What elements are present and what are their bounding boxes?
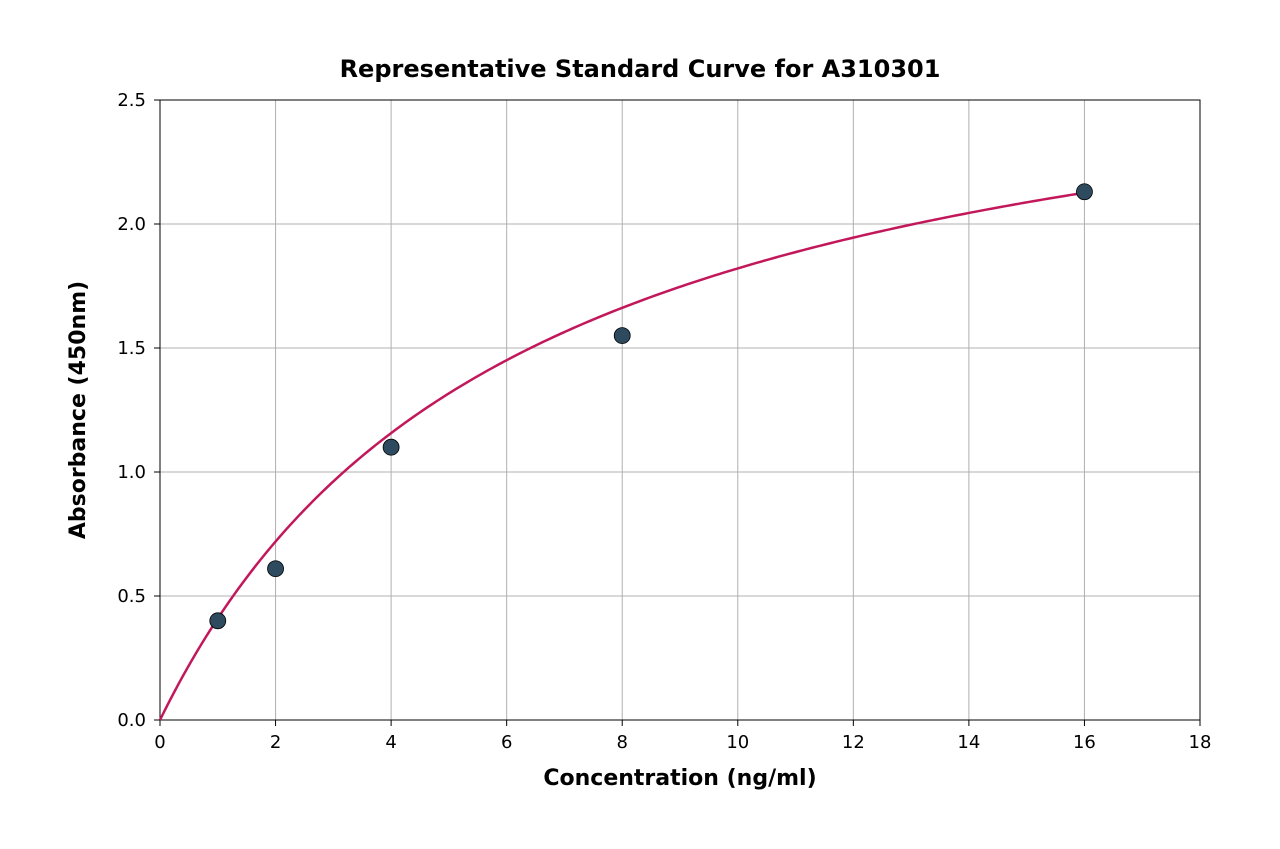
data-point (383, 439, 399, 455)
x-tick-label: 12 (842, 732, 865, 753)
data-point (210, 613, 226, 629)
x-tick-label: 6 (501, 732, 512, 753)
y-tick-label: 2.5 (117, 90, 146, 111)
x-tick-label: 2 (270, 732, 281, 753)
x-tick-label: 4 (385, 732, 396, 753)
y-tick-label: 1.0 (117, 462, 146, 483)
y-axis-label: Absorbance (450nm) (66, 281, 91, 539)
y-tick-label: 0.0 (117, 710, 146, 731)
y-tick-label: 0.5 (117, 586, 146, 607)
x-tick-label: 18 (1189, 732, 1212, 753)
x-tick-label: 14 (957, 732, 980, 753)
y-tick-label: 2.0 (117, 214, 146, 235)
x-tick-label: 16 (1073, 732, 1096, 753)
chart-svg: 0 2 4 6 8 10 12 14 16 18 0.0 0.5 1.0 1.5 2.0 2.5 Concent… (0, 0, 1280, 845)
chart-container: Representative Standard Curve for A31030… (0, 0, 1280, 845)
data-point (268, 561, 284, 577)
x-tick-label: 0 (154, 732, 165, 753)
x-axis-label: Concentration (ng/ml) (543, 766, 816, 791)
data-point (614, 328, 630, 344)
x-tick-label: 8 (616, 732, 627, 753)
data-point (1076, 184, 1092, 200)
chart-title: Representative Standard Curve for A31030… (0, 55, 1280, 83)
y-tick-label: 1.5 (117, 338, 146, 359)
x-tick-label: 10 (726, 732, 749, 753)
